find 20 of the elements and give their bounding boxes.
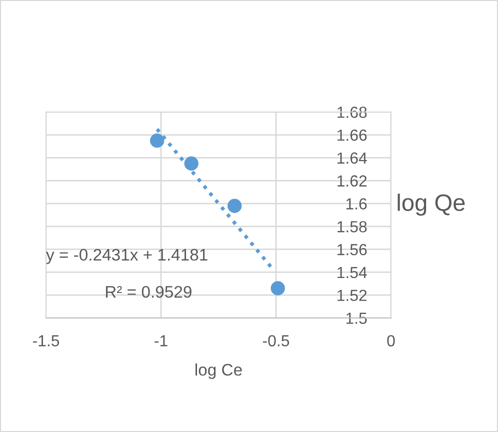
x-axis-title: log Ce <box>196 363 242 379</box>
point <box>228 198 242 213</box>
y-tick-label: 1.52 <box>338 290 367 302</box>
x-tick-label: -1.5 <box>32 335 60 346</box>
x-tick-label: 0 <box>387 335 395 346</box>
point <box>270 281 285 296</box>
annotation: y = -0.2431x + 1.4181 <box>46 248 208 264</box>
y-tick-label: 1.62 <box>338 175 367 187</box>
y-tick-label: 1.64 <box>338 152 367 164</box>
y-tick-label: 1.56 <box>338 244 367 256</box>
annotation: R² = 0.9529 <box>106 286 192 298</box>
y-tick-label: 1.54 <box>338 267 367 278</box>
y-tick-label: 1.66 <box>338 130 367 141</box>
point <box>150 134 164 148</box>
x-tick-label: -0.5 <box>262 335 290 346</box>
y-axis-title: log Qe <box>398 194 465 216</box>
point <box>184 156 198 171</box>
y-tick-label: 1.6 <box>346 198 367 210</box>
y-tick-label: 1.58 <box>338 221 367 232</box>
x-tick-label: -1 <box>154 335 168 346</box>
